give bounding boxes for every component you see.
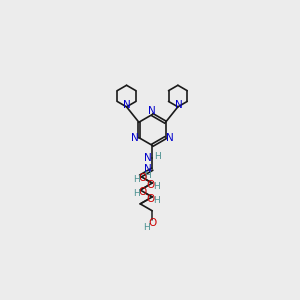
Text: O: O (146, 194, 154, 204)
Text: N: N (145, 164, 152, 174)
Text: O: O (146, 180, 154, 190)
Text: N: N (123, 100, 131, 110)
Text: N: N (148, 106, 156, 116)
Text: H: H (143, 223, 150, 232)
Text: N: N (166, 134, 173, 143)
Text: H: H (145, 171, 151, 180)
Text: N: N (175, 100, 182, 110)
Text: H: H (133, 189, 140, 198)
Text: O: O (138, 173, 146, 184)
Text: H: H (154, 152, 161, 160)
Text: N: N (131, 134, 139, 143)
Text: H: H (153, 196, 160, 205)
Text: O: O (138, 187, 146, 197)
Text: H: H (153, 182, 160, 191)
Text: O: O (148, 218, 156, 228)
Text: H: H (133, 176, 140, 184)
Text: N: N (145, 153, 152, 164)
